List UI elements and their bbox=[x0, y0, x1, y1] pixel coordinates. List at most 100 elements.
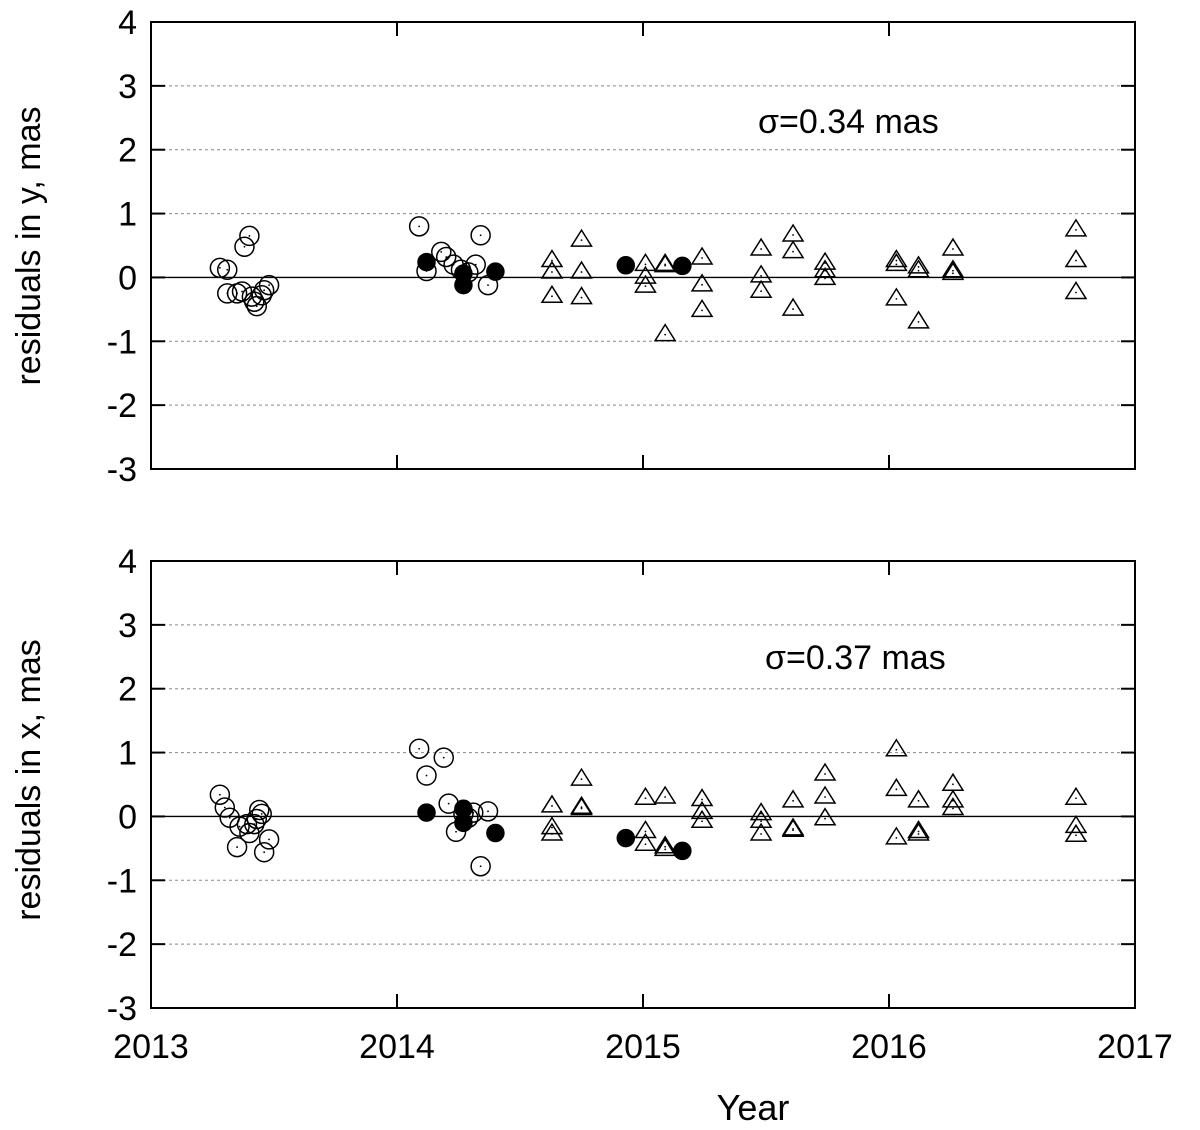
bottom-point-center-dot bbox=[701, 798, 703, 801]
bottom-point-center-dot bbox=[917, 833, 920, 835]
bottom-point-center-dot bbox=[258, 809, 261, 811]
top-open-triangle-point bbox=[540, 249, 564, 268]
bottom-open-triangle-point bbox=[540, 816, 564, 835]
top-y-tick-label: 3 bbox=[118, 68, 137, 106]
top-open-triangle-point bbox=[634, 274, 657, 293]
top-point-center-dot bbox=[895, 259, 898, 262]
top-open-triangle-point bbox=[1064, 249, 1088, 268]
top-open-triangle-point bbox=[570, 228, 593, 247]
top-point-center-dot bbox=[1075, 291, 1077, 294]
bottom-open-circle-point bbox=[209, 784, 231, 805]
top-open-circle-point bbox=[258, 274, 280, 296]
top-open-circle-point bbox=[465, 254, 486, 275]
bottom-x-tick-label: 2015 bbox=[605, 1028, 681, 1066]
top-point-center-dot bbox=[551, 271, 553, 273]
top-open-triangle-point bbox=[1064, 281, 1088, 300]
bottom-point-center-dot bbox=[824, 817, 826, 820]
top-point-center-dot bbox=[580, 296, 583, 299]
bottom-open-triangle-point bbox=[781, 818, 805, 837]
top-point-center-dot bbox=[760, 274, 762, 277]
bottom-open-circle-point bbox=[408, 738, 430, 759]
top-open-circle-point bbox=[251, 285, 272, 306]
top-point-center-dot bbox=[952, 248, 954, 250]
bottom-point-center-dot bbox=[472, 811, 475, 814]
bottom-y-tick-label: 4 bbox=[118, 543, 137, 581]
bottom-point-center-dot bbox=[824, 796, 826, 798]
top-point-center-dot bbox=[644, 263, 647, 266]
bottom-y-tick-label: -1 bbox=[107, 862, 137, 900]
bottom-point-center-dot bbox=[455, 830, 457, 833]
top-y-tick-label: 2 bbox=[118, 132, 137, 170]
bottom-open-triangle-point bbox=[634, 832, 657, 851]
bottom-point-center-dot bbox=[895, 748, 898, 751]
top-point-center-dot bbox=[248, 235, 251, 237]
bottom-point-center-dot bbox=[418, 747, 421, 750]
bottom-point-center-dot bbox=[551, 833, 553, 835]
bottom-open-triangle-point bbox=[941, 789, 965, 808]
top-point-center-dot bbox=[792, 234, 794, 236]
bottom-open-circle-point bbox=[236, 813, 258, 835]
bottom-point-center-dot bbox=[760, 833, 762, 835]
bottom-point-center-dot bbox=[253, 823, 256, 825]
top-open-circle-point bbox=[431, 241, 452, 263]
bottom-point-center-dot bbox=[260, 812, 263, 815]
top-open-circle-point bbox=[234, 236, 255, 258]
top-open-triangle-point bbox=[781, 297, 805, 316]
bottom-open-triangle-point bbox=[885, 826, 908, 845]
bottom-point-center-dot bbox=[824, 773, 826, 775]
bottom-open-circle-point bbox=[416, 765, 437, 786]
top-point-center-dot bbox=[701, 257, 703, 259]
top-y-tick-label: 1 bbox=[118, 196, 137, 234]
bottom-open-triangle-point bbox=[885, 777, 908, 797]
top-point-center-dot bbox=[664, 333, 667, 336]
top-open-triangle-point bbox=[813, 267, 837, 286]
bottom-y-tick-label: -3 bbox=[107, 990, 137, 1028]
top-y-tick-label: 4 bbox=[118, 4, 137, 42]
bottom-open-triangle-point bbox=[653, 785, 677, 804]
top-point-center-dot bbox=[895, 263, 898, 266]
top-y-tick-label: -3 bbox=[107, 451, 137, 489]
top-plot-frame bbox=[150, 21, 1136, 470]
top-point-center-dot bbox=[664, 264, 667, 267]
top-open-triangle-point bbox=[885, 249, 908, 268]
top-point-center-dot bbox=[701, 309, 703, 312]
bottom-open-triangle-point bbox=[941, 772, 965, 791]
top-point-center-dot bbox=[1075, 259, 1077, 262]
top-open-circle-point bbox=[239, 225, 260, 247]
bottom-open-circle-point bbox=[251, 803, 272, 825]
top-filled-circle-point bbox=[454, 275, 473, 295]
x-axis-label: Year bbox=[717, 1087, 790, 1128]
top-open-triangle-point bbox=[907, 259, 930, 278]
top-point-center-dot bbox=[644, 285, 647, 287]
top-point-center-dot bbox=[260, 294, 263, 297]
bottom-point-center-dot bbox=[580, 807, 583, 810]
top-open-triangle-point bbox=[570, 286, 593, 305]
bottom-open-triangle-point bbox=[941, 797, 965, 816]
bottom-point-center-dot bbox=[792, 799, 794, 802]
top-point-center-dot bbox=[241, 290, 243, 293]
top-open-triangle-point bbox=[690, 246, 714, 265]
top-open-triangle-point bbox=[781, 240, 805, 259]
bottom-point-center-dot bbox=[895, 788, 898, 791]
bottom-open-circle-point bbox=[248, 799, 270, 821]
bottom-y-tick-label: 2 bbox=[118, 671, 137, 709]
top-point-center-dot bbox=[218, 266, 221, 269]
bottom-filled-circle-point bbox=[417, 803, 436, 822]
bottom-point-center-dot bbox=[218, 793, 221, 796]
bottom-point-center-dot bbox=[792, 828, 794, 830]
top-y-axis-label: residuals in y, mas bbox=[10, 106, 48, 385]
bottom-open-triangle-point bbox=[540, 822, 564, 841]
top-point-center-dot bbox=[479, 234, 482, 237]
bottom-open-triangle-point bbox=[1064, 823, 1088, 843]
bottom-open-circle-point bbox=[244, 813, 265, 835]
bottom-point-center-dot bbox=[447, 802, 450, 805]
bottom-x-tick-label: 2014 bbox=[359, 1028, 435, 1066]
top-panel: residuals in y, mas σ=0.34 mas -3 -2 -1 0 1 2… bbox=[10, 4, 1136, 489]
top-open-triangle-point bbox=[653, 323, 677, 342]
bottom-open-triangle-point bbox=[907, 822, 930, 841]
bottom-open-triangle-point bbox=[813, 807, 837, 826]
top-point-center-dot bbox=[792, 250, 794, 253]
bottom-point-center-dot bbox=[952, 807, 954, 810]
bottom-y-tick-label: 0 bbox=[118, 798, 137, 836]
bottom-point-center-dot bbox=[917, 830, 920, 833]
